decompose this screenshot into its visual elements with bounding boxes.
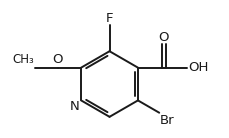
Text: CH₃: CH₃	[12, 53, 34, 66]
Text: O: O	[158, 31, 168, 44]
Text: O: O	[52, 53, 63, 66]
Text: OH: OH	[187, 61, 207, 74]
Text: F: F	[105, 12, 113, 25]
Text: Br: Br	[159, 114, 174, 127]
Text: N: N	[70, 100, 79, 113]
